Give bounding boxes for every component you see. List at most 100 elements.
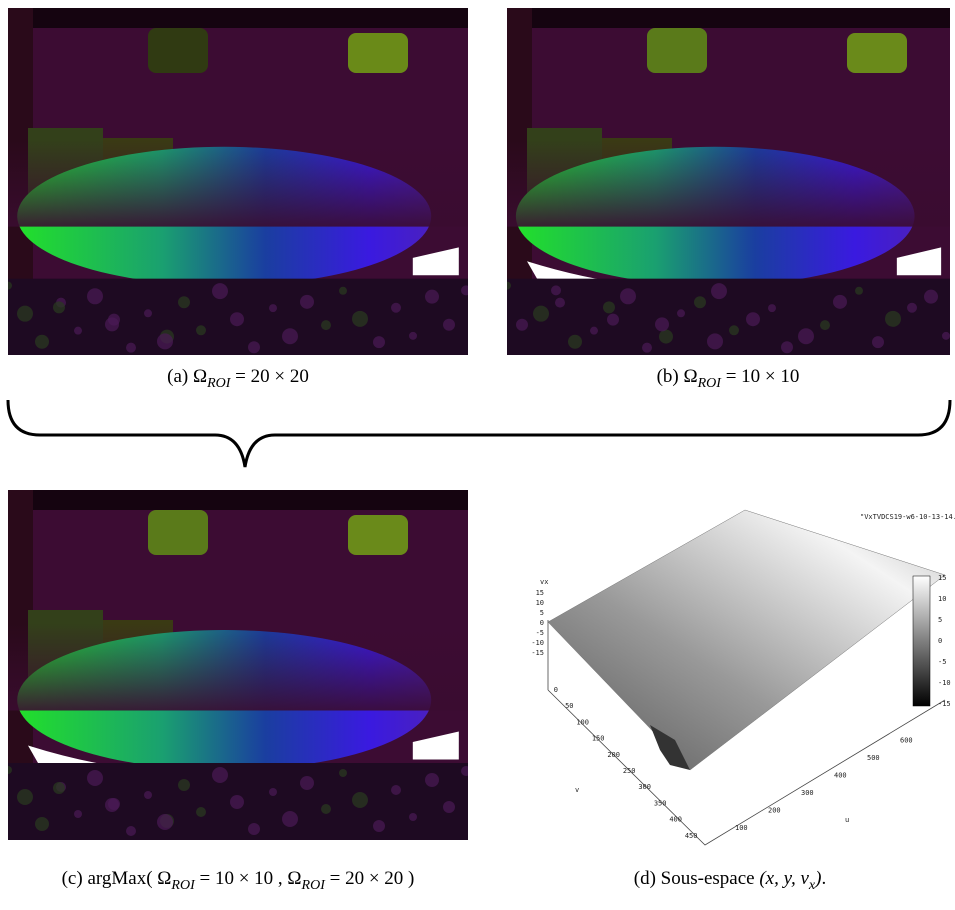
speck <box>196 807 206 817</box>
speck <box>300 776 314 790</box>
speck <box>87 770 103 786</box>
caption-text: Ω <box>157 868 171 889</box>
speck <box>729 325 739 336</box>
speck <box>516 318 528 331</box>
blob <box>148 510 208 555</box>
tick-label: 500 <box>867 754 880 762</box>
caption-text: Ω <box>684 366 698 387</box>
caption-text: Ω <box>287 868 301 889</box>
speck <box>300 294 314 309</box>
speck <box>590 326 598 335</box>
speck <box>178 296 190 309</box>
tick-label: 200 <box>768 807 781 815</box>
tick-label: -15 <box>938 700 951 708</box>
speck <box>8 766 12 774</box>
speck <box>907 302 917 313</box>
caption-text: . <box>821 868 826 889</box>
tick-label: 450 <box>685 832 698 840</box>
speck <box>425 773 439 787</box>
speck <box>157 333 173 350</box>
tick-label: -15 <box>531 649 544 657</box>
caption-sub: ROI <box>301 878 327 893</box>
tick-label: 300 <box>801 789 814 797</box>
tick-label: -5 <box>938 658 946 666</box>
speck <box>551 285 561 296</box>
speck <box>820 320 830 331</box>
caption-text: = 10 × 10 <box>721 366 799 387</box>
surface <box>547 509 946 771</box>
fade <box>507 139 950 227</box>
axis <box>547 689 946 846</box>
caption: (c) argMax( ΩROI = 10 × 10 , ΩROI = 20 ×… <box>62 868 415 893</box>
speck <box>144 791 152 799</box>
speck <box>87 288 103 305</box>
blob <box>847 33 907 73</box>
dark-top <box>507 8 950 28</box>
tick-label: 400 <box>669 816 682 824</box>
dark-top <box>8 8 468 28</box>
caption-text: (b) <box>657 366 684 387</box>
speck <box>768 304 776 313</box>
caption: (a) ΩROI = 20 × 20 <box>167 366 309 391</box>
speck <box>282 811 298 827</box>
tick-label: 250 <box>623 767 636 775</box>
tick-label: 400 <box>834 772 847 780</box>
speck <box>126 342 136 353</box>
speck <box>53 301 65 314</box>
speck <box>833 294 847 309</box>
speck <box>781 341 793 354</box>
speck <box>461 285 468 296</box>
axis-label: vx <box>540 578 548 586</box>
surface-plot: "VxTVDCS19-w6-10-13-14.dat" using 2:1:3 v… <box>531 509 955 846</box>
tick-label: 100 <box>576 718 589 726</box>
highlight <box>28 745 208 772</box>
speck <box>924 289 938 304</box>
speck <box>248 341 260 354</box>
speck <box>461 766 468 776</box>
speck <box>942 331 950 340</box>
tick-label: 200 <box>607 751 620 759</box>
speck <box>8 281 12 290</box>
speck <box>178 779 190 791</box>
spikes <box>650 725 690 770</box>
speck <box>409 813 417 821</box>
tick-label: 10 <box>938 595 946 603</box>
speck <box>373 820 385 832</box>
speck <box>196 325 206 336</box>
speck <box>126 826 136 836</box>
speck <box>746 312 760 327</box>
speck <box>443 801 455 813</box>
tick-label: 0 <box>938 637 942 645</box>
speck <box>35 817 49 831</box>
speck <box>507 281 511 290</box>
speck <box>872 336 884 349</box>
caption-sub: x <box>808 878 816 893</box>
speck <box>533 305 549 322</box>
speck <box>568 334 582 349</box>
brace <box>6 399 952 468</box>
speck <box>694 296 706 309</box>
caption: (b) ΩROI = 10 × 10 <box>657 366 800 391</box>
speck <box>339 769 347 777</box>
speck <box>555 297 565 308</box>
tick-label: 5 <box>938 616 942 624</box>
speck <box>391 785 401 795</box>
tick-label: 10 <box>536 599 544 607</box>
speck <box>352 792 368 808</box>
speck <box>707 333 723 350</box>
speck <box>53 782 65 794</box>
plot-title: "VxTVDCS19-w6-10-13-14.dat" using 2:1:3 <box>860 513 955 521</box>
speck <box>212 283 228 300</box>
caption-text: (d) Sous-espace <box>634 868 760 889</box>
speck <box>74 810 82 818</box>
speck <box>443 318 455 331</box>
speck <box>105 798 119 812</box>
speck <box>409 331 417 340</box>
speck <box>352 310 368 327</box>
speck <box>391 302 401 313</box>
highlight <box>527 261 707 287</box>
highlight <box>896 247 942 276</box>
speck <box>74 326 82 335</box>
axis-label: v <box>575 786 579 794</box>
